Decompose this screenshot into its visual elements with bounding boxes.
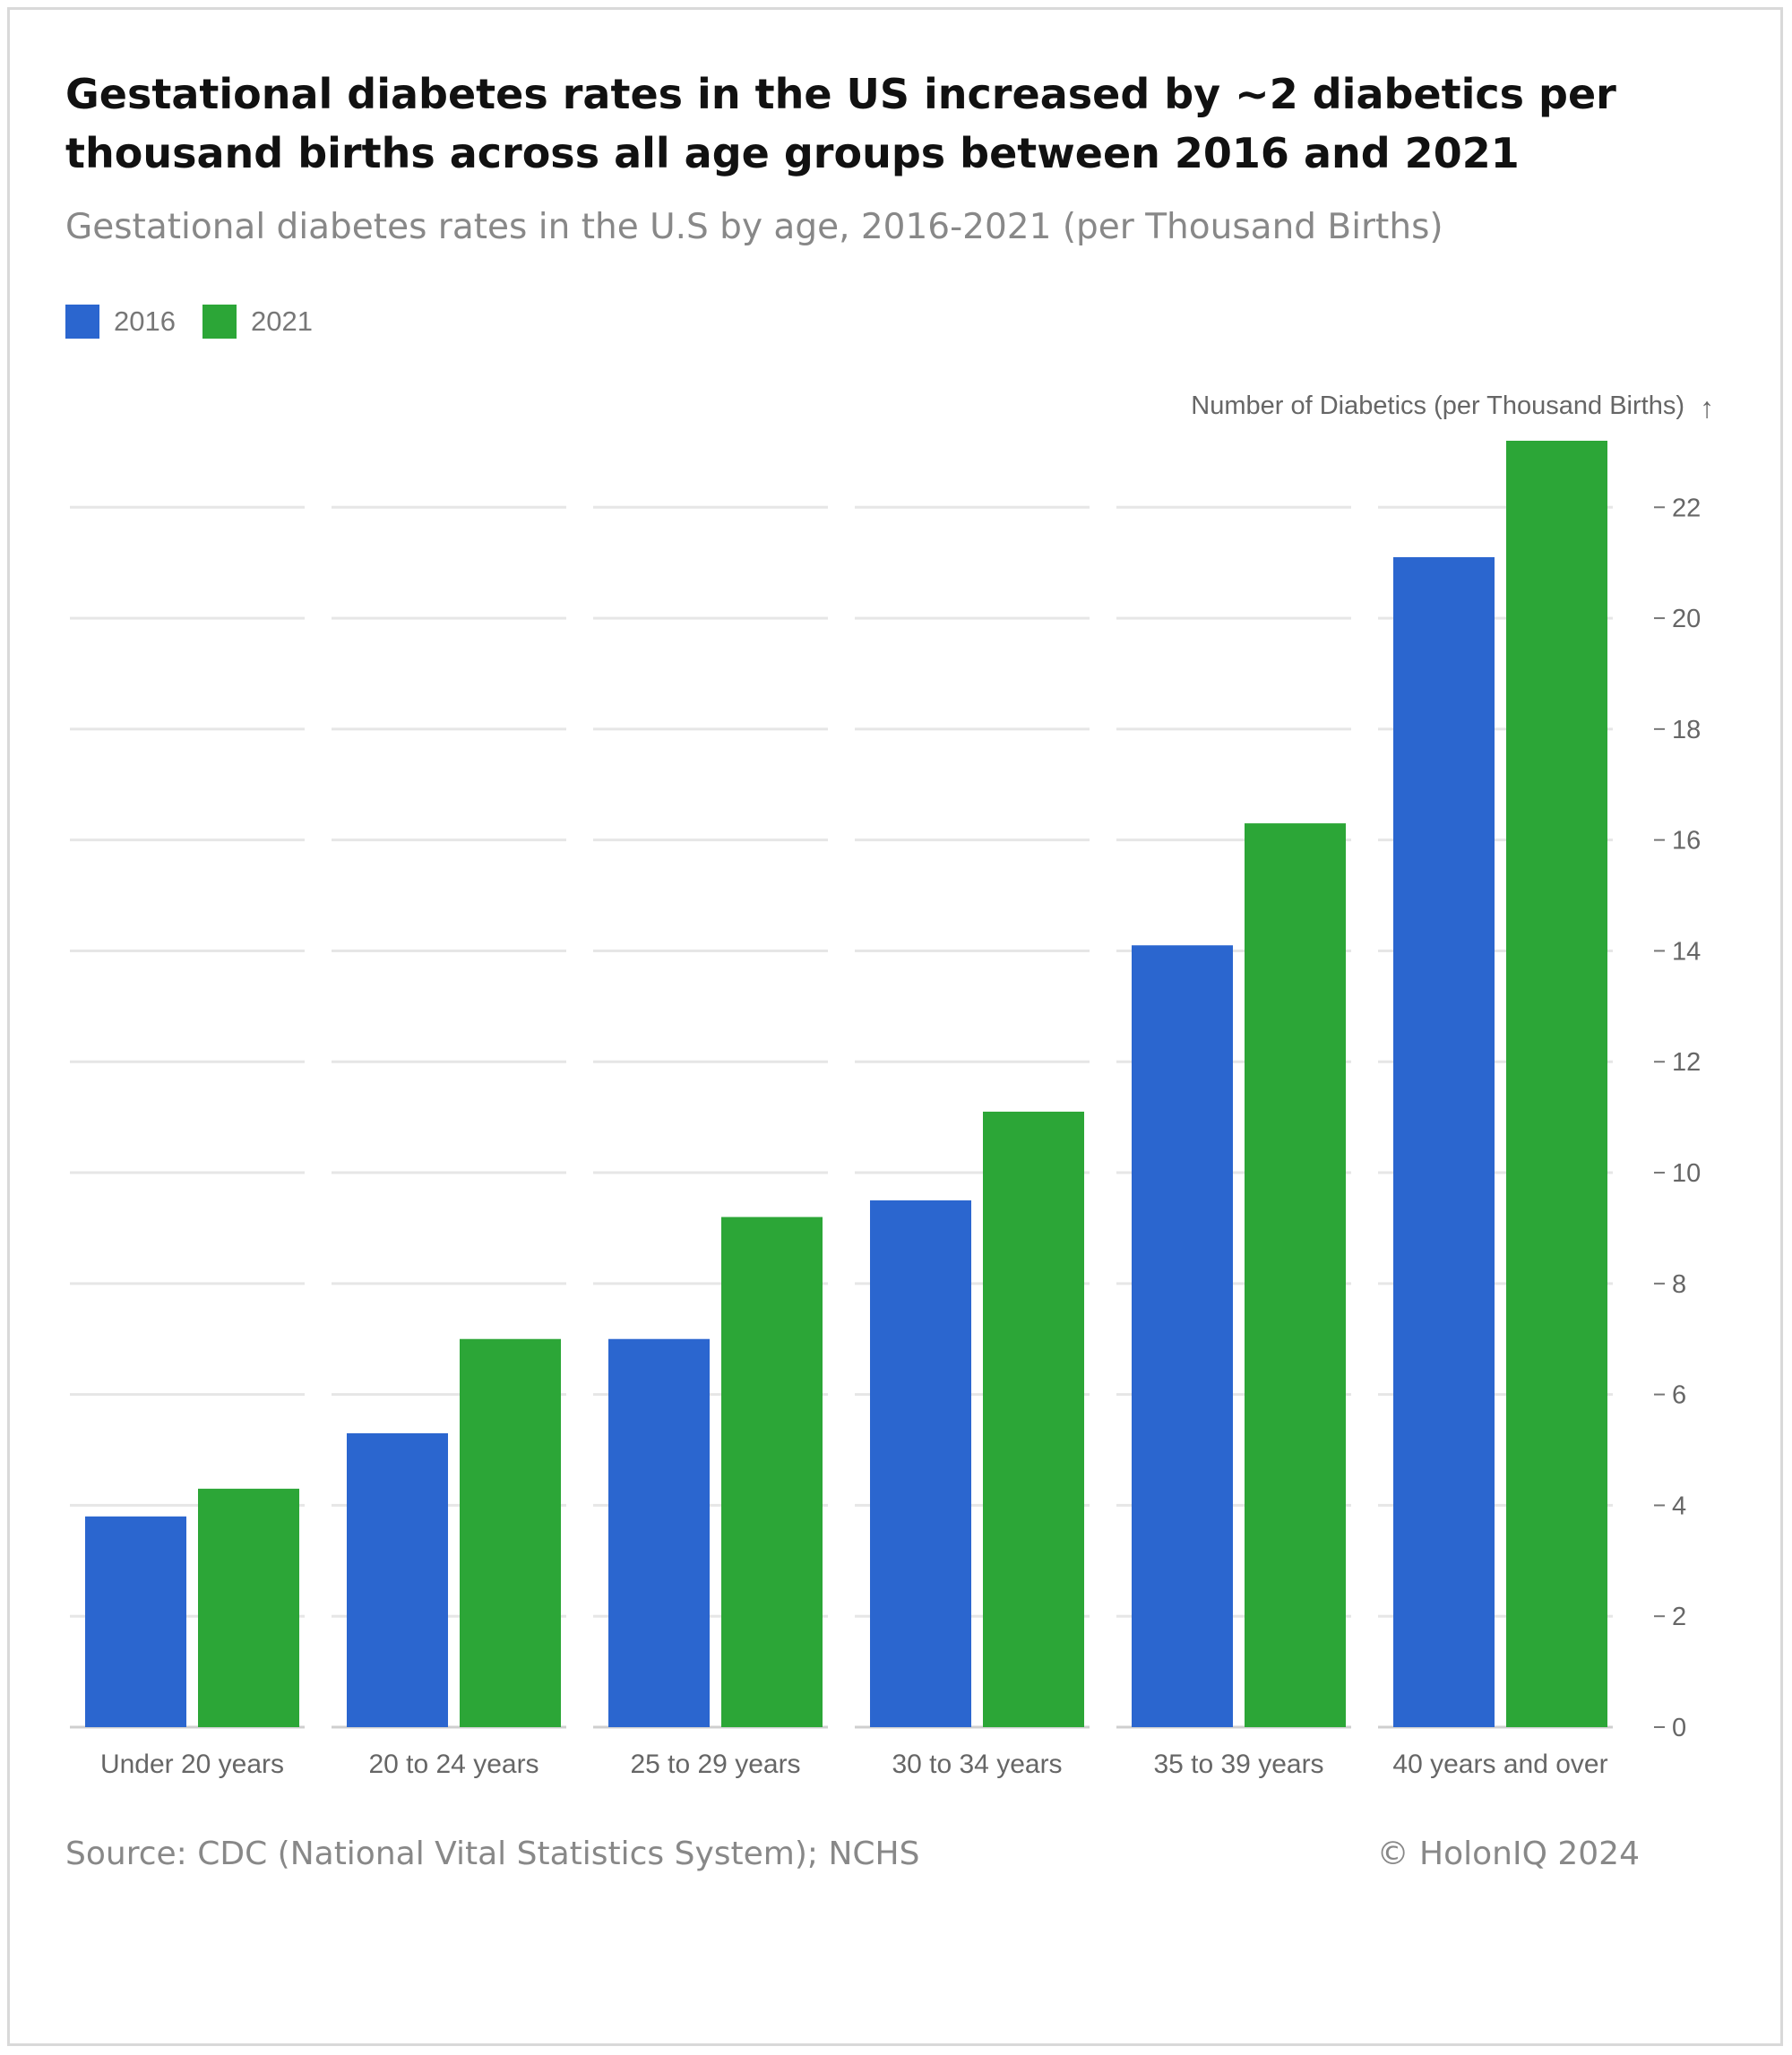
copyright-note: © HolonIQ 2024: [1376, 1836, 1640, 1872]
gridlines: [70, 505, 1613, 1729]
y-tick-label: 6: [1672, 1381, 1686, 1410]
x-category-label: 35 to 39 years: [1153, 1750, 1323, 1779]
bar-2021-3[interactable]: [721, 1217, 823, 1727]
legend-swatch-2021: [202, 305, 237, 339]
y-tick-label: 12: [1672, 1048, 1701, 1077]
y-tick-label: 10: [1672, 1159, 1701, 1188]
bar-2021-5[interactable]: [1245, 823, 1346, 1727]
x-category-label: 25 to 29 years: [630, 1750, 800, 1779]
y-tick-label: 16: [1672, 827, 1701, 856]
chart-title: Gestational diabetes rates in the US inc…: [65, 70, 1616, 177]
bar-2016-2[interactable]: [347, 1432, 448, 1727]
chart-subtitle: Gestational diabetes rates in the U.S by…: [65, 207, 1443, 247]
bar-2016-4[interactable]: [870, 1199, 971, 1727]
y-tick-label: 14: [1672, 937, 1701, 966]
legend-label-2016: 2016: [114, 305, 176, 337]
x-axis: Under 20 years 20 to 24 years 25 to 29 yea…: [100, 1750, 1608, 1779]
legend-item-2021[interactable]: 2021: [202, 305, 313, 339]
legend-item-2016[interactable]: 2016: [65, 305, 176, 339]
y-axis-arrow-icon: ↑: [1700, 391, 1714, 424]
bar-2021-6[interactable]: [1506, 441, 1607, 1727]
bar-2021-2[interactable]: [460, 1338, 561, 1727]
y-tick-label: 22: [1672, 494, 1701, 522]
bar-2016-6[interactable]: [1393, 556, 1495, 1727]
y-tick-label: 4: [1672, 1492, 1686, 1520]
bar-2016-5[interactable]: [1132, 945, 1233, 1727]
y-tick-label: 2: [1672, 1603, 1686, 1631]
y-axis: 0 2 4 6 8 10 12 14 16 18 20 22: [1654, 494, 1701, 1742]
bar-chart: 0 2 4 6 8 10 12 14 16 18 20 22 Under 20 years 20 to …: [70, 391, 1714, 1779]
bar-2016-3[interactable]: [608, 1338, 710, 1727]
y-axis-title: Number of Diabetics (per Thousand Births…: [1191, 391, 1684, 420]
legend-label-2021: 2021: [250, 305, 313, 337]
y-tick-label: 0: [1672, 1714, 1686, 1742]
bars: [85, 441, 1607, 1727]
x-category-label: 40 years and over: [1392, 1750, 1607, 1779]
legend: 2016 2021: [65, 305, 340, 339]
x-category-label: 30 to 34 years: [892, 1750, 1062, 1779]
bar-2016-1[interactable]: [85, 1516, 186, 1727]
bar-2021-4[interactable]: [983, 1111, 1084, 1727]
source-note: Source: CDC (National Vital Statistics S…: [65, 1836, 920, 1872]
y-tick-label: 20: [1672, 605, 1701, 633]
bar-2021-1[interactable]: [198, 1488, 299, 1727]
y-tick-label: 8: [1672, 1270, 1686, 1299]
x-category-label: Under 20 years: [100, 1750, 284, 1779]
legend-swatch-2016: [65, 305, 99, 339]
x-category-label: 20 to 24 years: [368, 1750, 538, 1779]
y-tick-label: 18: [1672, 716, 1701, 744]
